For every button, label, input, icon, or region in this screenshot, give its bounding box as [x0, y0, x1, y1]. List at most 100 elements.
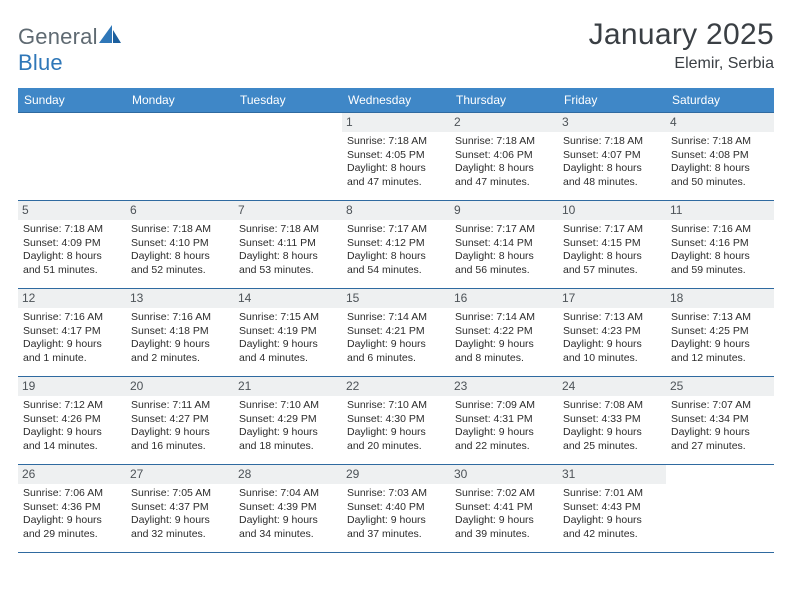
brand-logo: General Blue: [18, 18, 122, 76]
calendar-cell: 4Sunrise: 7:18 AMSunset: 4:08 PMDaylight…: [666, 113, 774, 201]
sunset-text: Sunset: 4:15 PM: [563, 237, 661, 250]
sunset-text: Sunset: 4:34 PM: [671, 413, 769, 426]
sunrise-text: Sunrise: 7:12 AM: [23, 399, 121, 412]
calendar-cell: 12Sunrise: 7:16 AMSunset: 4:17 PMDayligh…: [18, 289, 126, 377]
calendar-cell: 7Sunrise: 7:18 AMSunset: 4:11 PMDaylight…: [234, 201, 342, 289]
sunrise-text: Sunrise: 7:16 AM: [131, 311, 229, 324]
calendar-cell: 11Sunrise: 7:16 AMSunset: 4:16 PMDayligh…: [666, 201, 774, 289]
day-number: 9: [450, 201, 558, 220]
daylight-text: Daylight: 9 hours and 2 minutes.: [131, 338, 229, 365]
calendar-table: Sunday Monday Tuesday Wednesday Thursday…: [18, 88, 774, 553]
daylight-text: Daylight: 9 hours and 39 minutes.: [455, 514, 553, 541]
sunrise-text: Sunrise: 7:15 AM: [239, 311, 337, 324]
calendar-cell: 15Sunrise: 7:14 AMSunset: 4:21 PMDayligh…: [342, 289, 450, 377]
daylight-text: Daylight: 8 hours and 54 minutes.: [347, 250, 445, 277]
sunset-text: Sunset: 4:31 PM: [455, 413, 553, 426]
day-number: 14: [234, 289, 342, 308]
sunset-text: Sunset: 4:21 PM: [347, 325, 445, 338]
daylight-text: Daylight: 9 hours and 4 minutes.: [239, 338, 337, 365]
day-number: 15: [342, 289, 450, 308]
calendar-cell: 21Sunrise: 7:10 AMSunset: 4:29 PMDayligh…: [234, 377, 342, 465]
day-number: 2: [450, 113, 558, 132]
day-number: 29: [342, 465, 450, 484]
sunrise-text: Sunrise: 7:14 AM: [455, 311, 553, 324]
weekday-header: Sunday: [18, 88, 126, 113]
brand-part1: General: [18, 24, 98, 49]
daylight-text: Daylight: 8 hours and 47 minutes.: [347, 162, 445, 189]
calendar-cell: 30Sunrise: 7:02 AMSunset: 4:41 PMDayligh…: [450, 465, 558, 553]
calendar-cell: 20Sunrise: 7:11 AMSunset: 4:27 PMDayligh…: [126, 377, 234, 465]
calendar-cell: 27Sunrise: 7:05 AMSunset: 4:37 PMDayligh…: [126, 465, 234, 553]
calendar-cell: 9Sunrise: 7:17 AMSunset: 4:14 PMDaylight…: [450, 201, 558, 289]
sunset-text: Sunset: 4:16 PM: [671, 237, 769, 250]
calendar-cell: 17Sunrise: 7:13 AMSunset: 4:23 PMDayligh…: [558, 289, 666, 377]
calendar-week: 5Sunrise: 7:18 AMSunset: 4:09 PMDaylight…: [18, 201, 774, 289]
sunset-text: Sunset: 4:39 PM: [239, 501, 337, 514]
sunrise-text: Sunrise: 7:14 AM: [347, 311, 445, 324]
sunrise-text: Sunrise: 7:17 AM: [455, 223, 553, 236]
calendar-cell: 28 Sunrise: 7:04 AMSunset: 4:39 PMDayligh…: [234, 465, 342, 553]
sunrise-text: Sunrise: 7:16 AM: [671, 223, 769, 236]
day-number: 26: [18, 465, 126, 484]
sunrise-text: Sunrise: 7:18 AM: [455, 135, 553, 148]
sunrise-text: Sunrise: 7:05 AM: [131, 487, 229, 500]
sunset-text: Sunset: 4:29 PM: [239, 413, 337, 426]
calendar-cell: 10Sunrise: 7:17 AMSunset: 4:15 PMDayligh…: [558, 201, 666, 289]
day-number: 24: [558, 377, 666, 396]
daylight-text: Daylight: 9 hours and 14 minutes.: [23, 426, 121, 453]
daylight-text: Daylight: 8 hours and 59 minutes.: [671, 250, 769, 277]
daylight-text: Daylight: 9 hours and 8 minutes.: [455, 338, 553, 365]
sunrise-text: Sunrise: 7:02 AM: [455, 487, 553, 500]
sunset-text: Sunset: 4:40 PM: [347, 501, 445, 514]
sunrise-text: Sunrise: 7:03 AM: [347, 487, 445, 500]
sunrise-text: Sunrise: 7:13 AM: [563, 311, 661, 324]
daylight-text: Daylight: 9 hours and 32 minutes.: [131, 514, 229, 541]
calendar-week: 12Sunrise: 7:16 AMSunset: 4:17 PMDayligh…: [18, 289, 774, 377]
sunset-text: Sunset: 4:18 PM: [131, 325, 229, 338]
day-number: 25: [666, 377, 774, 396]
brand-text: General Blue: [18, 24, 122, 76]
day-number: 22: [342, 377, 450, 396]
sunset-text: Sunset: 4:10 PM: [131, 237, 229, 250]
sunset-text: Sunset: 4:26 PM: [23, 413, 121, 426]
title-block: January 2025 Elemir, Serbia: [589, 18, 774, 73]
calendar-cell: 5Sunrise: 7:18 AMSunset: 4:09 PMDaylight…: [18, 201, 126, 289]
daylight-text: Daylight: 9 hours and 12 minutes.: [671, 338, 769, 365]
weekday-header: Tuesday: [234, 88, 342, 113]
location-label: Elemir, Serbia: [589, 55, 774, 73]
day-number: 28: [234, 465, 342, 484]
sunrise-text: Sunrise: 7:01 AM: [563, 487, 661, 500]
day-number: 20: [126, 377, 234, 396]
daylight-text: Daylight: 9 hours and 42 minutes.: [563, 514, 661, 541]
daylight-text: Daylight: 8 hours and 52 minutes.: [131, 250, 229, 277]
day-number: 31: [558, 465, 666, 484]
calendar-cell: [666, 465, 774, 553]
calendar-cell: 3Sunrise: 7:18 AMSunset: 4:07 PMDaylight…: [558, 113, 666, 201]
weekday-header: Friday: [558, 88, 666, 113]
sunset-text: Sunset: 4:07 PM: [563, 149, 661, 162]
daylight-text: Daylight: 8 hours and 48 minutes.: [563, 162, 661, 189]
daylight-text: Daylight: 9 hours and 34 minutes.: [239, 514, 337, 541]
sunset-text: Sunset: 4:22 PM: [455, 325, 553, 338]
calendar-body: 1Sunrise: 7:18 AMSunset: 4:05 PMDaylight…: [18, 113, 774, 553]
sunrise-text: Sunrise: 7:07 AM: [671, 399, 769, 412]
daylight-text: Daylight: 9 hours and 16 minutes.: [131, 426, 229, 453]
sunrise-text: Sunrise: 7:18 AM: [23, 223, 121, 236]
sunrise-text: Sunrise: 7:18 AM: [671, 135, 769, 148]
daylight-text: Daylight: 9 hours and 1 minute.: [23, 338, 121, 365]
sunset-text: Sunset: 4:05 PM: [347, 149, 445, 162]
sunset-text: Sunset: 4:11 PM: [239, 237, 337, 250]
sunrise-text: Sunrise: 7:04 AM: [239, 487, 337, 500]
sunrise-text: Sunrise: 7:17 AM: [563, 223, 661, 236]
sunset-text: Sunset: 4:08 PM: [671, 149, 769, 162]
sunrise-text: Sunrise: 7:13 AM: [671, 311, 769, 324]
calendar-cell: [126, 113, 234, 201]
sunset-text: Sunset: 4:19 PM: [239, 325, 337, 338]
daylight-text: Daylight: 9 hours and 25 minutes.: [563, 426, 661, 453]
daylight-text: Daylight: 9 hours and 10 minutes.: [563, 338, 661, 365]
sunset-text: Sunset: 4:33 PM: [563, 413, 661, 426]
sunset-text: Sunset: 4:41 PM: [455, 501, 553, 514]
sunset-text: Sunset: 4:25 PM: [671, 325, 769, 338]
calendar-cell: 2Sunrise: 7:18 AMSunset: 4:06 PMDaylight…: [450, 113, 558, 201]
sunset-text: Sunset: 4:09 PM: [23, 237, 121, 250]
